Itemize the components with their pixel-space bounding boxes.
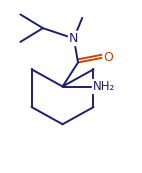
- Text: O: O: [103, 51, 113, 64]
- Text: NH₂: NH₂: [93, 80, 115, 93]
- Text: N: N: [69, 32, 79, 45]
